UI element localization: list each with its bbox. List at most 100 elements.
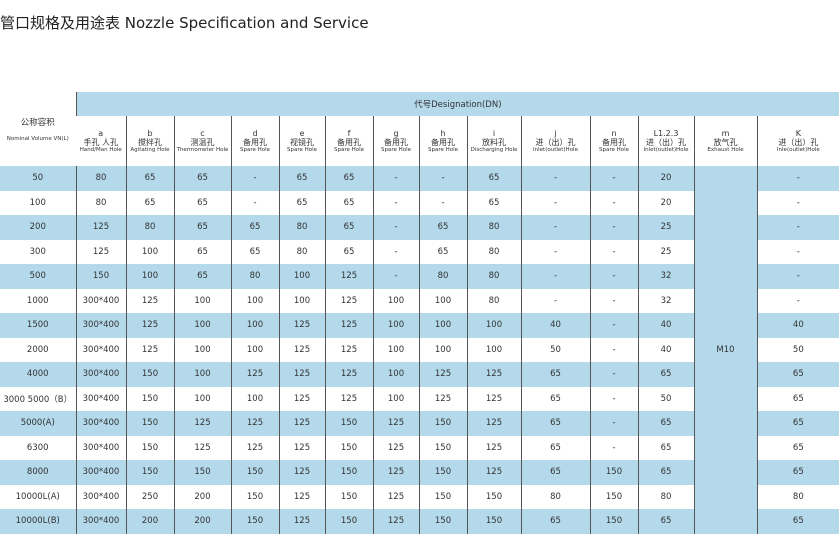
value-cell: 100 xyxy=(372,386,419,411)
value-cell: 65 xyxy=(324,215,373,240)
column-header: a 手孔 人孔 Hand/Man Hole xyxy=(76,116,126,166)
column-code: a xyxy=(98,129,104,138)
value-cell: 125 xyxy=(324,386,373,411)
value-cell: 125 xyxy=(418,362,467,387)
value-cell: 80 xyxy=(466,239,521,264)
value-cell: 100 xyxy=(173,386,231,411)
value-cell: 125 xyxy=(372,484,419,509)
value-cell: - xyxy=(589,190,638,215)
column-code: j xyxy=(554,129,557,138)
value-cell: 300*400 xyxy=(75,362,126,387)
value-cell: 125 xyxy=(278,313,325,338)
value-cell: 300*400 xyxy=(75,337,126,362)
value-cell: 150 xyxy=(466,484,521,509)
data-row: 10000L(B) 300*400 200 200 150 125 150 125 150 150… xyxy=(0,509,839,534)
value-cell: 65 xyxy=(637,435,694,460)
value-cell: 150 xyxy=(75,264,126,289)
value-cell: - xyxy=(372,190,419,215)
value-cell: 150 xyxy=(418,509,467,534)
value-cell: 65 xyxy=(637,362,694,387)
value-cell: 125 xyxy=(324,337,373,362)
value-cell: - xyxy=(520,166,590,191)
value-cell: 125 xyxy=(466,386,521,411)
value-cell: 125 xyxy=(230,435,279,460)
column-code: m xyxy=(721,129,730,138)
value-cell: 65 xyxy=(278,166,325,191)
value-cell: 300*400 xyxy=(75,460,126,485)
value-cell: 200 xyxy=(173,509,231,534)
header-row: a 手孔 人孔 Hand/Man Hole b 搅拌孔 Agitating Hole c 测温… xyxy=(0,116,839,166)
value-cell: 65 xyxy=(637,460,694,485)
column-code: e xyxy=(299,129,305,138)
corner-en: Nominal Volume VN(L) xyxy=(6,136,69,142)
value-cell: - xyxy=(372,215,419,240)
column-en: Agitating Hole xyxy=(130,147,170,153)
value-cell: - xyxy=(520,190,590,215)
value-cell: - xyxy=(756,215,839,240)
value-cell: 65 xyxy=(418,215,467,240)
value-cell: 125 xyxy=(173,435,231,460)
value-cell: 65 xyxy=(756,435,839,460)
value-cell: 125 xyxy=(278,386,325,411)
value-cell: 100 xyxy=(173,337,231,362)
value-cell: 65 xyxy=(418,239,467,264)
column-zh: 备用孔 xyxy=(431,138,455,147)
value-cell: - xyxy=(589,264,638,289)
value-cell: 65 xyxy=(230,239,279,264)
value-cell: 100 xyxy=(125,264,174,289)
column-code: c xyxy=(200,129,205,138)
value-cell: 80 xyxy=(466,288,521,313)
value-cell: 65 xyxy=(173,166,231,191)
value-cell: 200 xyxy=(173,484,231,509)
value-cell: 65 xyxy=(173,239,231,264)
value-cell: 125 xyxy=(372,435,419,460)
value-cell: 100 xyxy=(278,264,325,289)
value-cell: 65 xyxy=(520,386,590,411)
table-body: 公称容积 Nominal Volume VN(L) 代号Designation(DN… xyxy=(0,92,839,534)
value-cell: 150 xyxy=(125,362,174,387)
value-cell: 80 xyxy=(756,484,839,509)
value-cell: - xyxy=(418,166,467,191)
column-code: K xyxy=(795,129,801,138)
value-cell: 100 xyxy=(230,288,279,313)
column-header: c 测温孔 Thermometer Hole xyxy=(173,116,231,166)
column-header: j 进（出）孔 Inlet(outlet)Hole xyxy=(520,116,590,166)
value-cell: 125 xyxy=(75,239,126,264)
column-en: Spare Hole xyxy=(286,147,318,153)
value-cell: 80 xyxy=(520,484,590,509)
value-cell: - xyxy=(589,166,638,191)
value-cell: 150 xyxy=(418,435,467,460)
value-cell: 80 xyxy=(230,264,279,289)
value-cell: 80 xyxy=(637,484,694,509)
value-cell: - xyxy=(756,239,839,264)
column-zh: 进（出）孔 xyxy=(646,138,686,147)
value-cell: 125 xyxy=(125,288,174,313)
value-cell: 100 xyxy=(230,313,279,338)
value-cell: 100 xyxy=(173,313,231,338)
value-cell: 150 xyxy=(324,460,373,485)
value-cell: 100 xyxy=(372,337,419,362)
value-cell: 125 xyxy=(230,362,279,387)
value-cell: 125 xyxy=(278,411,325,436)
page-title: 管口规格及用途表 Nozzle Specification and Servic… xyxy=(0,14,369,32)
value-cell: 32 xyxy=(637,264,694,289)
value-cell: 150 xyxy=(466,509,521,534)
value-cell: 65 xyxy=(466,166,521,191)
value-cell: 65 xyxy=(637,509,694,534)
value-cell: 65 xyxy=(520,509,590,534)
volume-cell: 1500 xyxy=(0,313,76,338)
corner-cell: 公称容积 Nominal Volume VN(L) xyxy=(0,92,76,166)
value-cell: 25 xyxy=(637,215,694,240)
data-row: 500 150 100 65 80 100 125-80 80- -32- xyxy=(0,264,839,289)
value-cell: 150 xyxy=(125,435,174,460)
value-cell: - xyxy=(756,166,839,191)
column-header: e 视镜孔 Spare Hole xyxy=(278,116,325,166)
value-cell: - xyxy=(520,239,590,264)
volume-cell: 300 xyxy=(29,246,46,257)
value-cell: 150 xyxy=(324,509,373,534)
value-cell: - xyxy=(520,264,590,289)
value-cell: 150 xyxy=(230,484,279,509)
column-header: d 备用孔 Spare Hole xyxy=(230,116,279,166)
column-zh: 备用孔 xyxy=(384,138,408,147)
value-cell: 150 xyxy=(324,435,373,460)
